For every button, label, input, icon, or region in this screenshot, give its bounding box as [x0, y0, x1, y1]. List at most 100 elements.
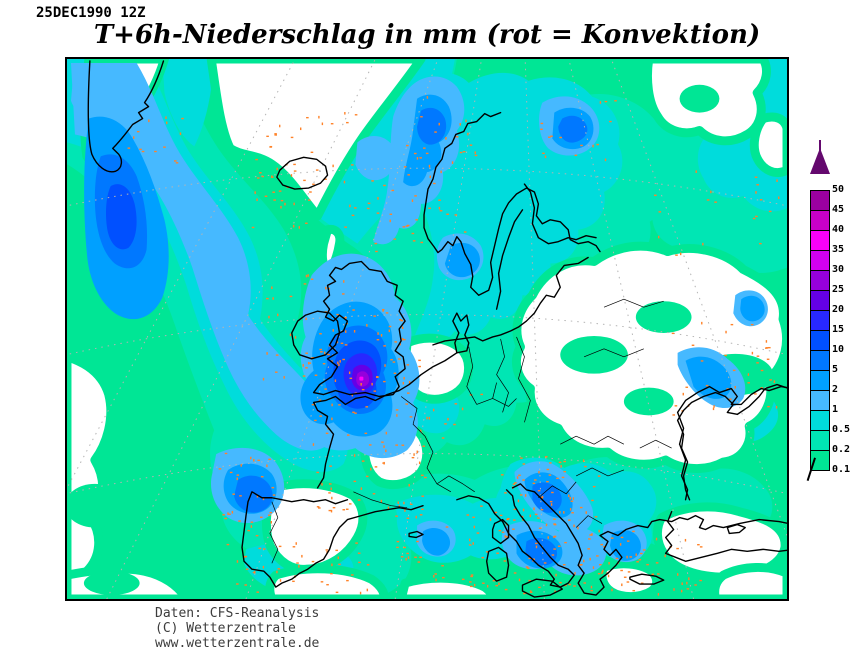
convection-dot	[476, 532, 480, 534]
convection-dot	[549, 462, 552, 464]
convection-dot	[535, 545, 538, 549]
convection-dot	[419, 514, 423, 516]
convection-dot	[408, 380, 411, 384]
convection-dot	[754, 393, 757, 395]
convection-dot	[294, 336, 297, 339]
convection-dot	[548, 136, 551, 138]
convection-dot	[684, 538, 687, 542]
convection-dot	[759, 242, 762, 245]
convection-dot	[534, 479, 537, 481]
legend-tick-label: 25	[832, 284, 845, 295]
convection-dot	[396, 546, 399, 549]
convection-dot	[406, 517, 410, 519]
convection-dot	[351, 393, 354, 397]
convection-dot	[555, 573, 557, 577]
convection-dot	[232, 493, 235, 495]
convection-dot	[752, 217, 756, 220]
convection-dot	[732, 369, 736, 372]
convection-dot	[551, 554, 555, 556]
convection-dot	[590, 585, 593, 589]
convection-dot	[713, 405, 715, 408]
convection-dot	[433, 182, 436, 185]
convection-dot	[636, 561, 639, 563]
convection-dot	[441, 437, 445, 439]
convection-dot	[499, 514, 503, 517]
convection-dot	[283, 376, 285, 379]
convection-dot	[596, 555, 599, 557]
convection-dot	[573, 585, 576, 587]
convection-dot	[540, 508, 544, 511]
convection-dot	[602, 569, 604, 573]
convection-dot	[553, 518, 556, 520]
convection-dot	[540, 122, 544, 125]
convection-dot	[321, 483, 323, 486]
convection-dots-layer	[127, 96, 780, 596]
convection-dot	[459, 151, 463, 154]
convection-dot	[276, 570, 278, 574]
convection-dot	[319, 415, 322, 417]
convection-dot	[255, 158, 258, 161]
convection-dot	[269, 511, 273, 514]
convection-dot	[459, 123, 461, 126]
convection-dot	[342, 509, 346, 511]
convection-dot	[403, 338, 406, 341]
convection-dot	[341, 293, 345, 295]
convection-dot	[318, 115, 320, 119]
convection-dot	[580, 144, 583, 147]
convection-dot	[351, 214, 355, 217]
convection-dot	[260, 476, 264, 478]
convection-dot	[256, 198, 258, 202]
convection-dot	[498, 529, 502, 532]
convection-dot	[697, 544, 700, 546]
convection-dot	[269, 145, 273, 148]
convection-dot	[366, 564, 370, 566]
convection-dot	[472, 516, 475, 518]
convection-dot	[530, 590, 532, 593]
convection-dot	[754, 176, 758, 178]
convection-dot	[244, 584, 247, 586]
convection-dot	[175, 162, 179, 164]
convection-dot	[231, 510, 234, 514]
convection-dot	[755, 215, 758, 218]
convection-dot	[706, 199, 710, 201]
convection-dot	[526, 567, 530, 569]
legend-segment	[811, 311, 829, 331]
convection-dot	[635, 553, 637, 557]
convection-dot	[554, 590, 556, 594]
convection-dot	[336, 313, 339, 316]
legend-tick-label: 30	[832, 264, 845, 275]
convection-dot	[375, 376, 379, 378]
convection-dot	[504, 535, 506, 538]
convection-dot	[439, 210, 443, 212]
convection-dot	[376, 212, 380, 214]
convection-dot	[657, 573, 660, 575]
convection-dot	[664, 554, 666, 558]
convection-dot	[626, 581, 630, 583]
convection-dot	[397, 501, 399, 505]
convection-dot	[323, 351, 326, 355]
convection-dot	[632, 530, 635, 533]
legend-tick-label: 20	[832, 304, 845, 315]
convection-dot	[307, 274, 309, 277]
convection-dot	[320, 351, 323, 353]
convection-dot	[354, 114, 358, 116]
convection-dot	[413, 152, 417, 155]
convection-dot	[277, 568, 281, 570]
convection-dot	[553, 548, 556, 550]
convection-dot	[454, 214, 458, 216]
convection-dot	[298, 226, 301, 229]
convection-dot	[468, 544, 472, 546]
convection-dot	[406, 144, 409, 147]
convection-dot	[392, 361, 396, 363]
convection-dot	[355, 542, 358, 544]
convection-dot	[768, 210, 772, 213]
convection-dot	[462, 151, 466, 153]
legend-tick-label: 10	[832, 344, 845, 355]
convection-dot	[604, 100, 608, 103]
convection-dot	[714, 201, 717, 203]
convection-dot	[284, 202, 286, 206]
convection-dot	[266, 352, 268, 355]
convection-dot	[307, 199, 311, 201]
convection-dot	[251, 226, 255, 229]
convection-dot	[351, 164, 354, 166]
